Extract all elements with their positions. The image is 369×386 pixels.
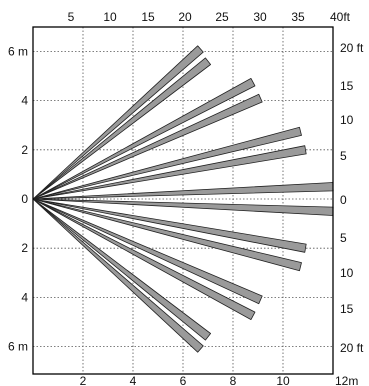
detection-beam-9 <box>32 198 307 253</box>
left-tick-label: 6 m <box>8 44 28 58</box>
beam-group <box>32 45 334 353</box>
right-tick-label: 5 <box>340 231 347 245</box>
right-tick-label: 0 <box>340 193 347 207</box>
detection-beam-1 <box>32 45 204 200</box>
bottom-tick-label: 10 <box>276 374 290 386</box>
top-tick-label: 40ft <box>330 10 351 24</box>
top-tick-label: 10 <box>103 10 117 24</box>
left-tick-label: 2 <box>21 241 28 255</box>
left-tick-label: 2 <box>21 143 28 157</box>
detection-beam-10 <box>32 198 302 272</box>
right-tick-label: 5 <box>340 149 347 163</box>
right-tick-label: 10 <box>340 113 354 127</box>
right-tick-label: 15 <box>340 302 354 316</box>
top-tick-label: 5 <box>68 10 75 24</box>
left-tick-label: 4 <box>21 94 28 108</box>
top-tick-label: 30 <box>253 10 267 24</box>
bottom-tick-label: 12m <box>335 374 358 386</box>
plot-frame <box>32 26 334 375</box>
bottom-tick-label: 8 <box>230 374 237 386</box>
bottom-tick-label: 4 <box>130 374 137 386</box>
top-tick-label: 20 <box>178 10 192 24</box>
right-tick-label: 20 ft <box>340 341 364 355</box>
right-tick-label: 20 ft <box>340 41 364 55</box>
detection-beam-11 <box>32 198 263 305</box>
detection-beam-4 <box>32 93 263 200</box>
detection-beam-13 <box>32 198 212 341</box>
left-tick-label: 6 m <box>8 340 28 354</box>
bottom-tick-label: 6 <box>180 374 187 386</box>
right-tick-label: 15 <box>340 79 354 93</box>
detection-beam-6 <box>32 145 307 200</box>
top-tick-label: 15 <box>141 10 155 24</box>
top-tick-label: 25 <box>215 10 229 24</box>
right-tick-label: 10 <box>340 266 354 280</box>
detection-beam-3 <box>32 78 256 200</box>
detection-beam-14 <box>32 198 204 353</box>
left-tick-label: 0 <box>21 192 28 206</box>
bottom-tick-label: 2 <box>80 374 87 386</box>
top-tick-label: 35 <box>291 10 305 24</box>
detection-beam-2 <box>32 57 212 200</box>
left-tick-label: 4 <box>21 290 28 304</box>
detection-beam-5 <box>32 126 302 200</box>
detection-beam-12 <box>32 198 256 321</box>
